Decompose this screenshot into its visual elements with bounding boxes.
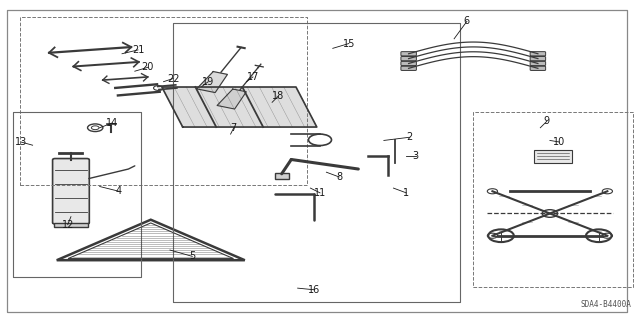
FancyBboxPatch shape xyxy=(275,174,289,179)
Text: 18: 18 xyxy=(273,91,285,101)
FancyBboxPatch shape xyxy=(54,223,88,227)
FancyBboxPatch shape xyxy=(52,159,90,224)
Text: 7: 7 xyxy=(230,123,237,133)
FancyBboxPatch shape xyxy=(401,61,417,66)
FancyBboxPatch shape xyxy=(401,66,417,70)
Text: 17: 17 xyxy=(247,72,259,82)
FancyBboxPatch shape xyxy=(401,56,417,61)
FancyBboxPatch shape xyxy=(530,61,546,66)
Text: 13: 13 xyxy=(15,137,28,147)
Text: 10: 10 xyxy=(554,137,566,147)
Polygon shape xyxy=(196,71,227,93)
Text: 15: 15 xyxy=(342,39,355,48)
Text: 20: 20 xyxy=(141,63,154,72)
FancyBboxPatch shape xyxy=(534,150,572,163)
FancyBboxPatch shape xyxy=(401,52,417,56)
Text: 5: 5 xyxy=(189,251,195,261)
Text: 3: 3 xyxy=(413,151,419,161)
Text: 6: 6 xyxy=(464,16,470,26)
Text: 19: 19 xyxy=(202,77,214,87)
FancyBboxPatch shape xyxy=(530,66,546,70)
Polygon shape xyxy=(217,89,246,109)
FancyBboxPatch shape xyxy=(530,52,546,56)
Text: 22: 22 xyxy=(167,73,179,84)
Text: 16: 16 xyxy=(307,285,320,295)
Text: 11: 11 xyxy=(314,188,326,198)
Text: 1: 1 xyxy=(403,188,409,198)
FancyBboxPatch shape xyxy=(530,56,546,61)
Text: 2: 2 xyxy=(406,132,413,142)
Text: 12: 12 xyxy=(61,219,74,230)
Text: 4: 4 xyxy=(116,186,122,196)
Text: 14: 14 xyxy=(106,118,118,128)
Text: 8: 8 xyxy=(336,172,342,182)
Text: 9: 9 xyxy=(543,116,550,126)
Polygon shape xyxy=(162,87,317,127)
Text: 21: 21 xyxy=(132,45,144,55)
Text: SDA4-B4400A: SDA4-B4400A xyxy=(580,300,632,309)
